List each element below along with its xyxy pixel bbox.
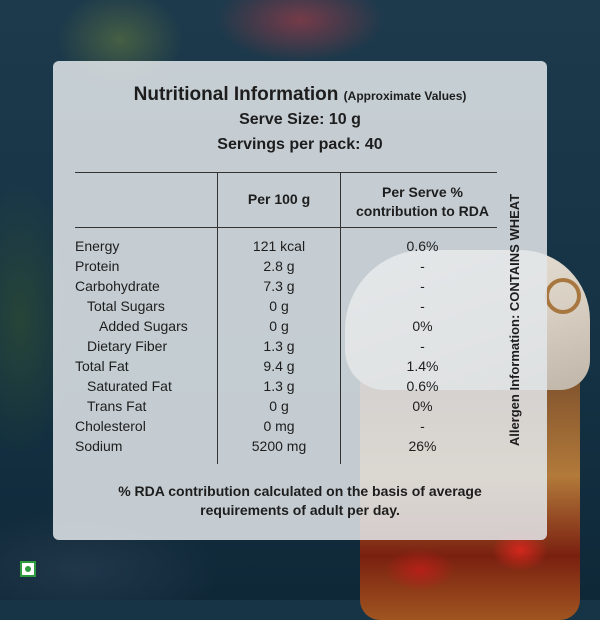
table-row: Total Fat 9.4 g 1.4%	[0, 356, 600, 376]
table-row: Trans Fat 0 g 0%	[0, 396, 600, 416]
nutrient-name: Dietary Fiber	[87, 338, 168, 354]
nutrient-name: Total Fat	[75, 358, 129, 374]
per100-value: 0 g	[269, 398, 289, 414]
per100-value: 121 kcal	[252, 238, 306, 254]
table-row: Sodium 5200 mg 26%	[0, 436, 600, 456]
per100-value: 5200 mg	[251, 438, 307, 454]
per100-value: 0 g	[269, 298, 289, 314]
col-header-per100: Per 100 g	[247, 191, 311, 207]
per100-value: 9.4 g	[263, 358, 295, 374]
per100-value: 1.3 g	[263, 378, 295, 394]
table-row: Energy 121 kcal 0.6%	[0, 236, 600, 256]
nutrient-name: Cholesterol	[75, 418, 146, 434]
table-col-divider-1	[217, 172, 218, 464]
rda-footnote: % RDA contribution calculated on the bas…	[53, 482, 547, 520]
rda-footnote-line2: requirements of adult per day.	[200, 502, 400, 518]
table-row: Cholesterol 0 mg -	[0, 416, 600, 436]
nutrient-name: Total Sugars	[87, 298, 165, 314]
per-serve-value: -	[420, 278, 425, 294]
nutrient-name: Trans Fat	[87, 398, 147, 414]
veg-dot	[25, 566, 31, 572]
table-top-rule	[75, 172, 497, 173]
table-row: Carbohydrate 7.3 g -	[0, 276, 600, 296]
per100-value: 7.3 g	[263, 278, 295, 294]
servings-per-pack: Servings per pack: 40	[217, 136, 383, 153]
per-serve-value: 0.6%	[406, 378, 439, 394]
table-row: Added Sugars 0 g 0%	[0, 316, 600, 336]
title-text: Nutritional Information	[133, 84, 339, 105]
per100-value: 0 mg	[263, 418, 295, 434]
per-serve-value: -	[420, 418, 425, 434]
per100-value: 1.3 g	[263, 338, 295, 354]
per-serve-value: 1.4%	[406, 358, 439, 374]
nutrient-name: Carbohydrate	[75, 278, 160, 294]
nutrient-name: Sodium	[75, 438, 123, 454]
per-serve-value: -	[420, 338, 425, 354]
per-serve-value: -	[420, 298, 425, 314]
table-header-rule	[75, 227, 497, 228]
table-row: Dietary Fiber 1.3 g -	[0, 336, 600, 356]
table-row: Saturated Fat 1.3 g 0.6%	[0, 376, 600, 396]
nutrition-panel	[53, 61, 547, 540]
per-serve-value: -	[420, 258, 425, 274]
nutrition-title: Nutritional Information (Approximate Val…	[53, 84, 547, 106]
per-serve-value: 26%	[408, 438, 437, 454]
allergen-information: Allergen Information: CONTAINS WHEAT	[507, 193, 522, 447]
table-col-divider-2	[340, 172, 341, 464]
serve-size: Serve Size: 10 g	[239, 111, 361, 128]
per-serve-value: 0%	[412, 318, 433, 334]
per100-value: 0 g	[269, 318, 289, 334]
nutrient-name: Added Sugars	[99, 318, 188, 334]
veg-symbol-icon	[20, 561, 36, 577]
per-serve-value: 0.6%	[406, 238, 439, 254]
twine-knot	[545, 278, 581, 314]
per-serve-value: 0%	[412, 398, 433, 414]
table-row: Total Sugars 0 g -	[0, 296, 600, 316]
title-note: (Approximate Values)	[343, 89, 467, 103]
table-row: Protein 2.8 g -	[0, 256, 600, 276]
per100-value: 2.8 g	[263, 258, 295, 274]
nutrient-name: Energy	[75, 238, 120, 254]
nutrient-name: Saturated Fat	[87, 378, 172, 394]
col-header-per-serve-line2: contribution to RDA	[356, 203, 489, 219]
col-header-per-serve: Per Serve % contribution to RDA	[341, 183, 504, 221]
rda-footnote-line1: % RDA contribution calculated on the bas…	[118, 483, 482, 499]
nutrient-name: Protein	[75, 258, 120, 274]
col-header-per-serve-line1: Per Serve %	[382, 184, 463, 200]
